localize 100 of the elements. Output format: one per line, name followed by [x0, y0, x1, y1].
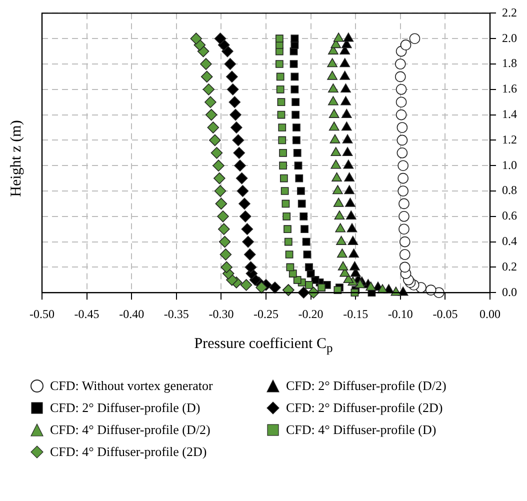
point — [233, 147, 246, 159]
point — [232, 134, 244, 146]
point — [342, 147, 353, 156]
point — [340, 96, 351, 106]
point — [330, 134, 340, 144]
point — [244, 261, 257, 274]
x-tick-label: -0.35 — [164, 306, 189, 321]
point — [344, 172, 354, 182]
legend-label: CFD: 4° Diffuser-profile (2D) — [50, 444, 207, 460]
point — [190, 32, 202, 44]
point — [297, 187, 305, 195]
point — [278, 124, 286, 132]
y-tick-label: 0.2 — [502, 259, 517, 274]
point — [207, 122, 220, 134]
point — [399, 262, 410, 273]
point — [282, 212, 291, 220]
point — [240, 279, 252, 291]
point — [328, 96, 338, 106]
y-tick-label: 1.2 — [502, 132, 517, 146]
point — [220, 261, 232, 274]
point — [285, 250, 294, 258]
point — [328, 122, 340, 131]
y-tick-label: 2.0 — [502, 30, 517, 45]
point — [205, 108, 218, 121]
point — [234, 160, 246, 172]
point — [340, 70, 350, 80]
point — [318, 284, 326, 292]
x-tick-label: -0.05 — [432, 306, 458, 321]
point — [277, 98, 286, 106]
x-axis-title: Pressure coefficient C$_{p}$ — [193, 336, 334, 356]
point — [396, 109, 407, 120]
point — [334, 286, 342, 294]
point — [276, 60, 284, 68]
point — [218, 236, 231, 248]
point — [303, 250, 312, 258]
point — [398, 224, 410, 234]
point — [343, 160, 354, 169]
point — [305, 263, 313, 272]
point — [217, 210, 229, 222]
point — [395, 71, 406, 82]
point — [224, 58, 236, 70]
x-tick-label: -0.15 — [343, 306, 368, 321]
point — [341, 122, 352, 131]
point — [288, 270, 297, 278]
x-tick-label: -0.50 — [30, 306, 54, 321]
point — [327, 70, 338, 80]
point — [214, 185, 226, 197]
x-tick-label: -0.30 — [208, 306, 234, 321]
point — [348, 236, 358, 245]
point — [282, 200, 290, 208]
legend-label: CFD: 4° Diffuser-profile (D) — [286, 422, 436, 438]
x-tick-label: 0.00 — [480, 306, 500, 321]
point — [200, 58, 212, 70]
point — [390, 286, 402, 296]
point — [396, 134, 408, 146]
point — [333, 32, 344, 42]
x-tick-label: -0.25 — [254, 306, 278, 321]
point — [238, 198, 250, 210]
point — [396, 84, 407, 95]
x-tick-label: -0.40 — [119, 306, 144, 321]
point — [346, 210, 356, 220]
point — [280, 174, 288, 182]
point — [236, 172, 248, 184]
point — [276, 34, 284, 43]
point — [396, 96, 407, 108]
point — [202, 84, 215, 96]
y-tick-label: 0.6 — [502, 208, 517, 223]
point — [226, 84, 239, 96]
point — [409, 33, 420, 44]
x-tick-label: -0.45 — [74, 306, 100, 321]
point — [290, 72, 299, 81]
point — [279, 148, 287, 157]
point — [290, 85, 299, 94]
point — [293, 276, 302, 284]
point — [293, 148, 302, 157]
point — [295, 174, 304, 182]
point — [398, 160, 408, 171]
point — [280, 187, 289, 195]
point — [396, 122, 408, 133]
point — [399, 249, 410, 260]
point — [398, 172, 408, 184]
point — [292, 110, 300, 119]
point — [290, 34, 299, 43]
point — [344, 185, 354, 194]
point — [354, 279, 366, 288]
point — [241, 223, 254, 235]
point — [300, 212, 308, 220]
point — [209, 134, 221, 146]
point — [302, 238, 310, 246]
point — [333, 198, 344, 207]
y-tick-label: 1.6 — [502, 82, 517, 96]
point — [284, 238, 292, 246]
legend-label: CFD: 2° Diffuser-profile (D) — [50, 400, 200, 416]
point — [398, 198, 410, 210]
point — [399, 236, 410, 248]
point — [335, 223, 346, 232]
point — [277, 110, 286, 119]
point — [340, 58, 350, 68]
point — [212, 160, 224, 172]
point — [340, 84, 351, 93]
